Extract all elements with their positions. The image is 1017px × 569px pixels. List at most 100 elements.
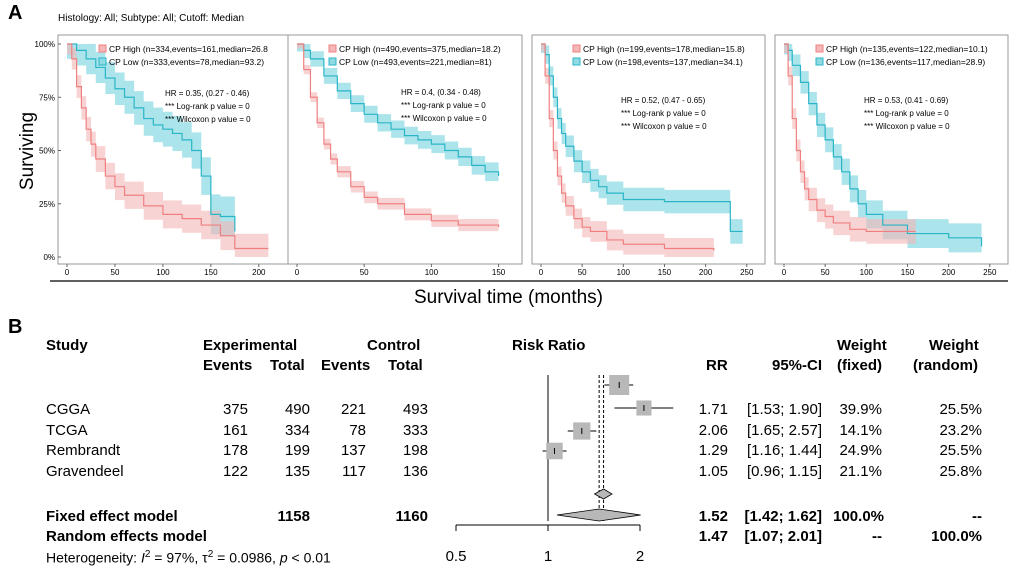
tau-sup: 2 (207, 549, 214, 560)
p-value: < 0.01 (287, 549, 331, 566)
header-ctl-events: Events (321, 357, 371, 374)
heterogeneity-prefix: Heterogeneity: (46, 549, 141, 566)
random-weight-fixed: -- (872, 528, 882, 545)
rr-value: 1.71 (698, 401, 728, 418)
header-weight-random: Weight (929, 337, 979, 354)
stat-logrank: *** Log-rank p value = 0 (621, 109, 706, 118)
stat-logrank: *** Log-rank p value = 0 (401, 101, 486, 110)
cp-low-curve (784, 43, 983, 247)
stat-logrank: *** Log-rank p value = 0 (165, 102, 250, 111)
weight-fixed: 39.9% (839, 401, 882, 418)
exp-total: 199 (284, 442, 310, 459)
legend-low-swatch (98, 57, 107, 66)
fixed-weight-fixed: 100.0% (833, 508, 884, 525)
rr-value: 2.06 (698, 422, 728, 439)
legend-low-swatch (572, 57, 581, 66)
stat-hr: HR = 0.52, (0.47 - 0.65) (621, 96, 706, 105)
x-tick-label: 50 (578, 268, 587, 277)
header-ctl-total: Total (388, 357, 423, 374)
plot-frame (531, 34, 766, 265)
fixed-exp-total: 1158 (277, 508, 310, 525)
random-label: Random effects model (46, 528, 207, 545)
weight-fixed: 14.1% (839, 422, 882, 439)
weight-random: 23.2% (939, 422, 982, 439)
panel-a-label: A (8, 2, 23, 24)
x-tick-label: 100 (860, 268, 874, 277)
stat-wilcoxon: *** Wilcoxon p value = 0 (621, 122, 707, 131)
y-tick-label: 50% (39, 147, 55, 156)
legend-high-swatch (572, 44, 581, 53)
ctl-total: 333 (402, 422, 428, 439)
x-tick-label: 0 (65, 268, 70, 277)
i2-sup: 2 (144, 549, 151, 560)
plot-frame (774, 34, 1009, 265)
ctl-total: 493 (402, 401, 428, 418)
x-tick-label: 150 (204, 268, 218, 277)
x-tick-label: 100 (617, 268, 631, 277)
legend-high-swatch (815, 44, 824, 53)
weight-fixed: 24.9% (839, 442, 882, 459)
ctl-events: 78 (349, 422, 366, 439)
x-tick-label: 0 (539, 268, 544, 277)
stat-wilcoxon: *** Wilcoxon p value = 0 (401, 114, 487, 123)
cp-low-curve (541, 43, 743, 233)
x-tick-label: 50 (821, 268, 830, 277)
y-tick-label: 100% (35, 40, 55, 49)
cp-low-ci-band (541, 44, 743, 244)
km-plots: 100% 75% 50% 25% 0% 0 50 100 150 200 CP High (n=33… (35, 34, 1009, 282)
stat-hr: HR = 0.4, (0.34 - 0.48) (401, 88, 481, 97)
exp-events: 122 (222, 463, 248, 480)
legend-high-swatch (98, 44, 107, 53)
stat-hr: HR = 0.35, (0.27 - 0.46) (165, 89, 250, 98)
forest-axis-tick-label: 1 (544, 548, 552, 565)
x-tick-label: 250 (740, 268, 754, 277)
y-tick-label: 25% (39, 200, 55, 209)
x-tick-label: 0 (782, 268, 787, 277)
header-risk-ratio: Risk Ratio (512, 337, 586, 354)
ctl-events: 221 (340, 401, 366, 418)
cp-low-curve (67, 43, 236, 232)
cp-high-curve (541, 43, 715, 251)
header-control: Control (367, 337, 421, 354)
random-effect-diamond (556, 508, 641, 522)
plot-frame (287, 34, 523, 265)
ci-value: [1.16; 1.44] (746, 442, 822, 459)
legend-low-swatch (815, 57, 824, 66)
header-study: Study (46, 337, 88, 354)
tau-symbol: τ (202, 549, 208, 566)
legend-low-text: CP Low (n=198,events=137,median=34.1) (583, 57, 743, 67)
forest-axis-tick-label: 2 (636, 548, 644, 565)
legend-high-text: CP High (n=490,events=375,median=18.2) (339, 44, 501, 54)
exp-events: 178 (222, 442, 248, 459)
study-name: CGGA (46, 401, 91, 418)
stat-wilcoxon: *** Wilcoxon p value = 0 (864, 122, 950, 131)
header-random: (random) (913, 357, 978, 374)
fixed-ci: [1.42; 1.62] (744, 508, 822, 525)
ctl-events: 137 (340, 442, 366, 459)
fixed-label: Fixed effect model (46, 508, 178, 525)
stat-hr: HR = 0.53, (0.41 - 0.69) (864, 96, 949, 105)
ci-value: [1.53; 1.90] (746, 401, 822, 418)
x-tick-label: 150 (658, 268, 672, 277)
x-tick-label: 200 (699, 268, 713, 277)
p-symbol: p (279, 549, 288, 566)
i2-symbol: I (140, 549, 145, 566)
km-plot-4: 0 50 100 150 200 250 CP High (n=135,events=122… (774, 34, 1009, 277)
exp-events: 161 (222, 422, 248, 439)
y-tick-label: 0% (43, 253, 55, 262)
fixed-effect-diamond (593, 488, 613, 500)
panel-b-label: B (8, 316, 23, 338)
legend-low-text: CP Low (n=493,events=221,median=81) (339, 57, 492, 67)
km-plot-2: 0 50 100 150 CP High (n=490,events=375,media… (287, 34, 523, 277)
header-exp-total: Total (270, 357, 305, 374)
header-ci: 95%-CI (772, 357, 823, 374)
ctl-total: 136 (402, 463, 428, 480)
header-rr: RR (706, 357, 728, 374)
x-tick-label: 200 (942, 268, 956, 277)
exp-total: 135 (284, 463, 310, 480)
cp-high-curve (784, 43, 916, 233)
x-tick-label: 150 (492, 268, 506, 277)
header-fixed: (fixed) (837, 357, 882, 374)
x-tick-label: 250 (983, 268, 997, 277)
